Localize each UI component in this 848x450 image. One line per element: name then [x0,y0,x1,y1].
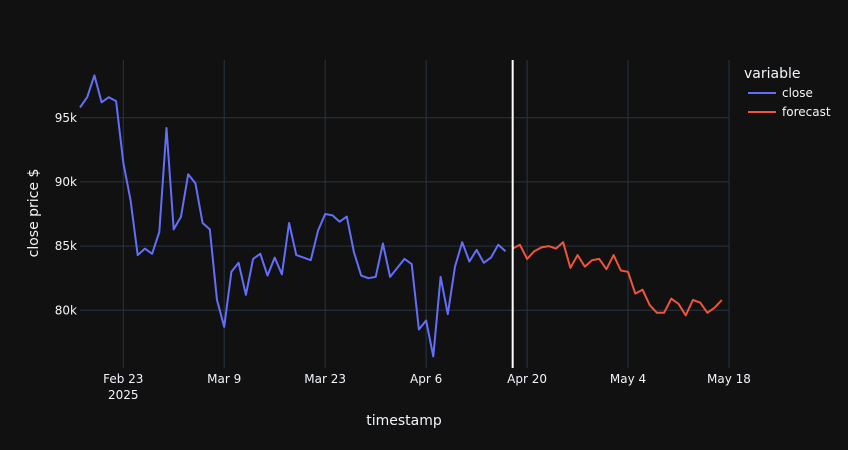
y-tick-label: 95k [55,111,77,125]
y-axis-ticks: 80k 85k 90k 95k [55,111,77,318]
y-tick-label: 90k [55,175,77,189]
x-tick-sublabel: 2025 [108,388,139,402]
x-tick-label: Mar 23 [304,372,346,386]
x-tick-label: May 18 [707,372,751,386]
series-layer [79,74,723,358]
x-tick-label: Apr 20 [507,372,547,386]
series-line-forecast [512,241,723,317]
x-tick-label: Mar 9 [207,372,241,386]
y-tick-label: 80k [55,303,77,317]
legend-label-forecast: forecast [782,105,831,119]
legend-title: variable [744,66,800,82]
x-tick-label: Apr 6 [410,372,442,386]
series-line-close [79,74,507,358]
x-tick-label: Feb 23 [103,372,143,386]
legend-label-close: close [782,86,813,100]
y-tick-label: 85k [55,239,77,253]
legend: variable close forecast [744,66,831,119]
x-axis-title: timestamp [366,413,442,429]
x-tick-label: May 4 [610,372,646,386]
x-axis-ticks: Feb 23 2025 Mar 9 Mar 23 Apr 6 Apr 20 May 4 May… [103,372,751,402]
y-axis-title: close price $ [26,169,42,258]
